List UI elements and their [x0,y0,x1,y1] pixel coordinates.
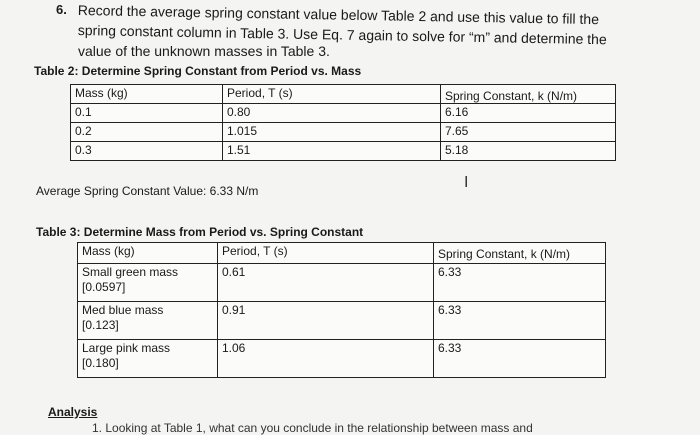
mass-value: [0.123] [82,318,119,332]
table3-header-mass: Mass (kg) [78,243,218,264]
table3-header-period: Period, T (s) [218,243,434,264]
mass-value: [0.180] [82,356,119,370]
analysis-heading: Analysis [48,405,98,419]
table2-title: Table 2: Determine Spring Constant from … [34,64,362,78]
table3: Mass (kg) Period, T (s) Spring Constant,… [77,242,606,378]
table2-cell: 0.80 [223,104,441,123]
table2-cell: 6.16 [441,104,616,123]
table3-cell: 6.33 [434,302,606,340]
table3-cell: 1.06 [218,340,434,378]
table2-cell: 1.51 [223,142,441,161]
table2-header-mass: Mass (kg) [71,85,223,104]
table2-cell: 7.65 [441,123,616,142]
mass-name: Large pink mass [82,341,171,355]
mass-name: Med blue mass [82,303,164,317]
mass-value: [0.0597] [82,280,126,294]
table2-cell: 0.2 [71,123,223,142]
table3-title: Table 3: Determine Mass from Period vs. … [36,225,364,239]
table2-cell: 5.18 [441,142,616,161]
table2-cell: 0.3 [71,142,223,161]
mass-name: Small green mass [82,265,179,279]
text-cursor-icon: I [464,174,469,191]
table3-mass-cell: Small green mass [0.0597] [78,264,218,302]
table3-mass-cell: Large pink mass [0.180] [78,340,218,378]
average-spring-constant: Average Spring Constant Value: 6.33 N/m [36,184,259,198]
table2-cell: 1.015 [223,123,441,142]
table3-cell: 0.61 [218,264,434,302]
table3-header-k: Spring Constant, k (N/m) [434,243,606,264]
table3-cell: 0.91 [218,302,434,340]
table2-header-k: Spring Constant, k (N/m) [441,85,616,104]
question-number: 6. [56,2,67,17]
table3-mass-cell: Med blue mass [0.123] [78,302,218,340]
question-line-3: value of the unknown masses in Table 3. [78,43,330,59]
table2-cell: 0.1 [71,104,223,123]
table2-header-period: Period, T (s) [223,85,441,104]
analysis-item-1: 1. Looking at Table 1, what can you conc… [92,421,533,435]
table3-cell: 6.33 [434,340,606,378]
table2: Mass (kg) Period, T (s) Spring Constant,… [70,84,616,161]
table3-cell: 6.33 [434,264,606,302]
